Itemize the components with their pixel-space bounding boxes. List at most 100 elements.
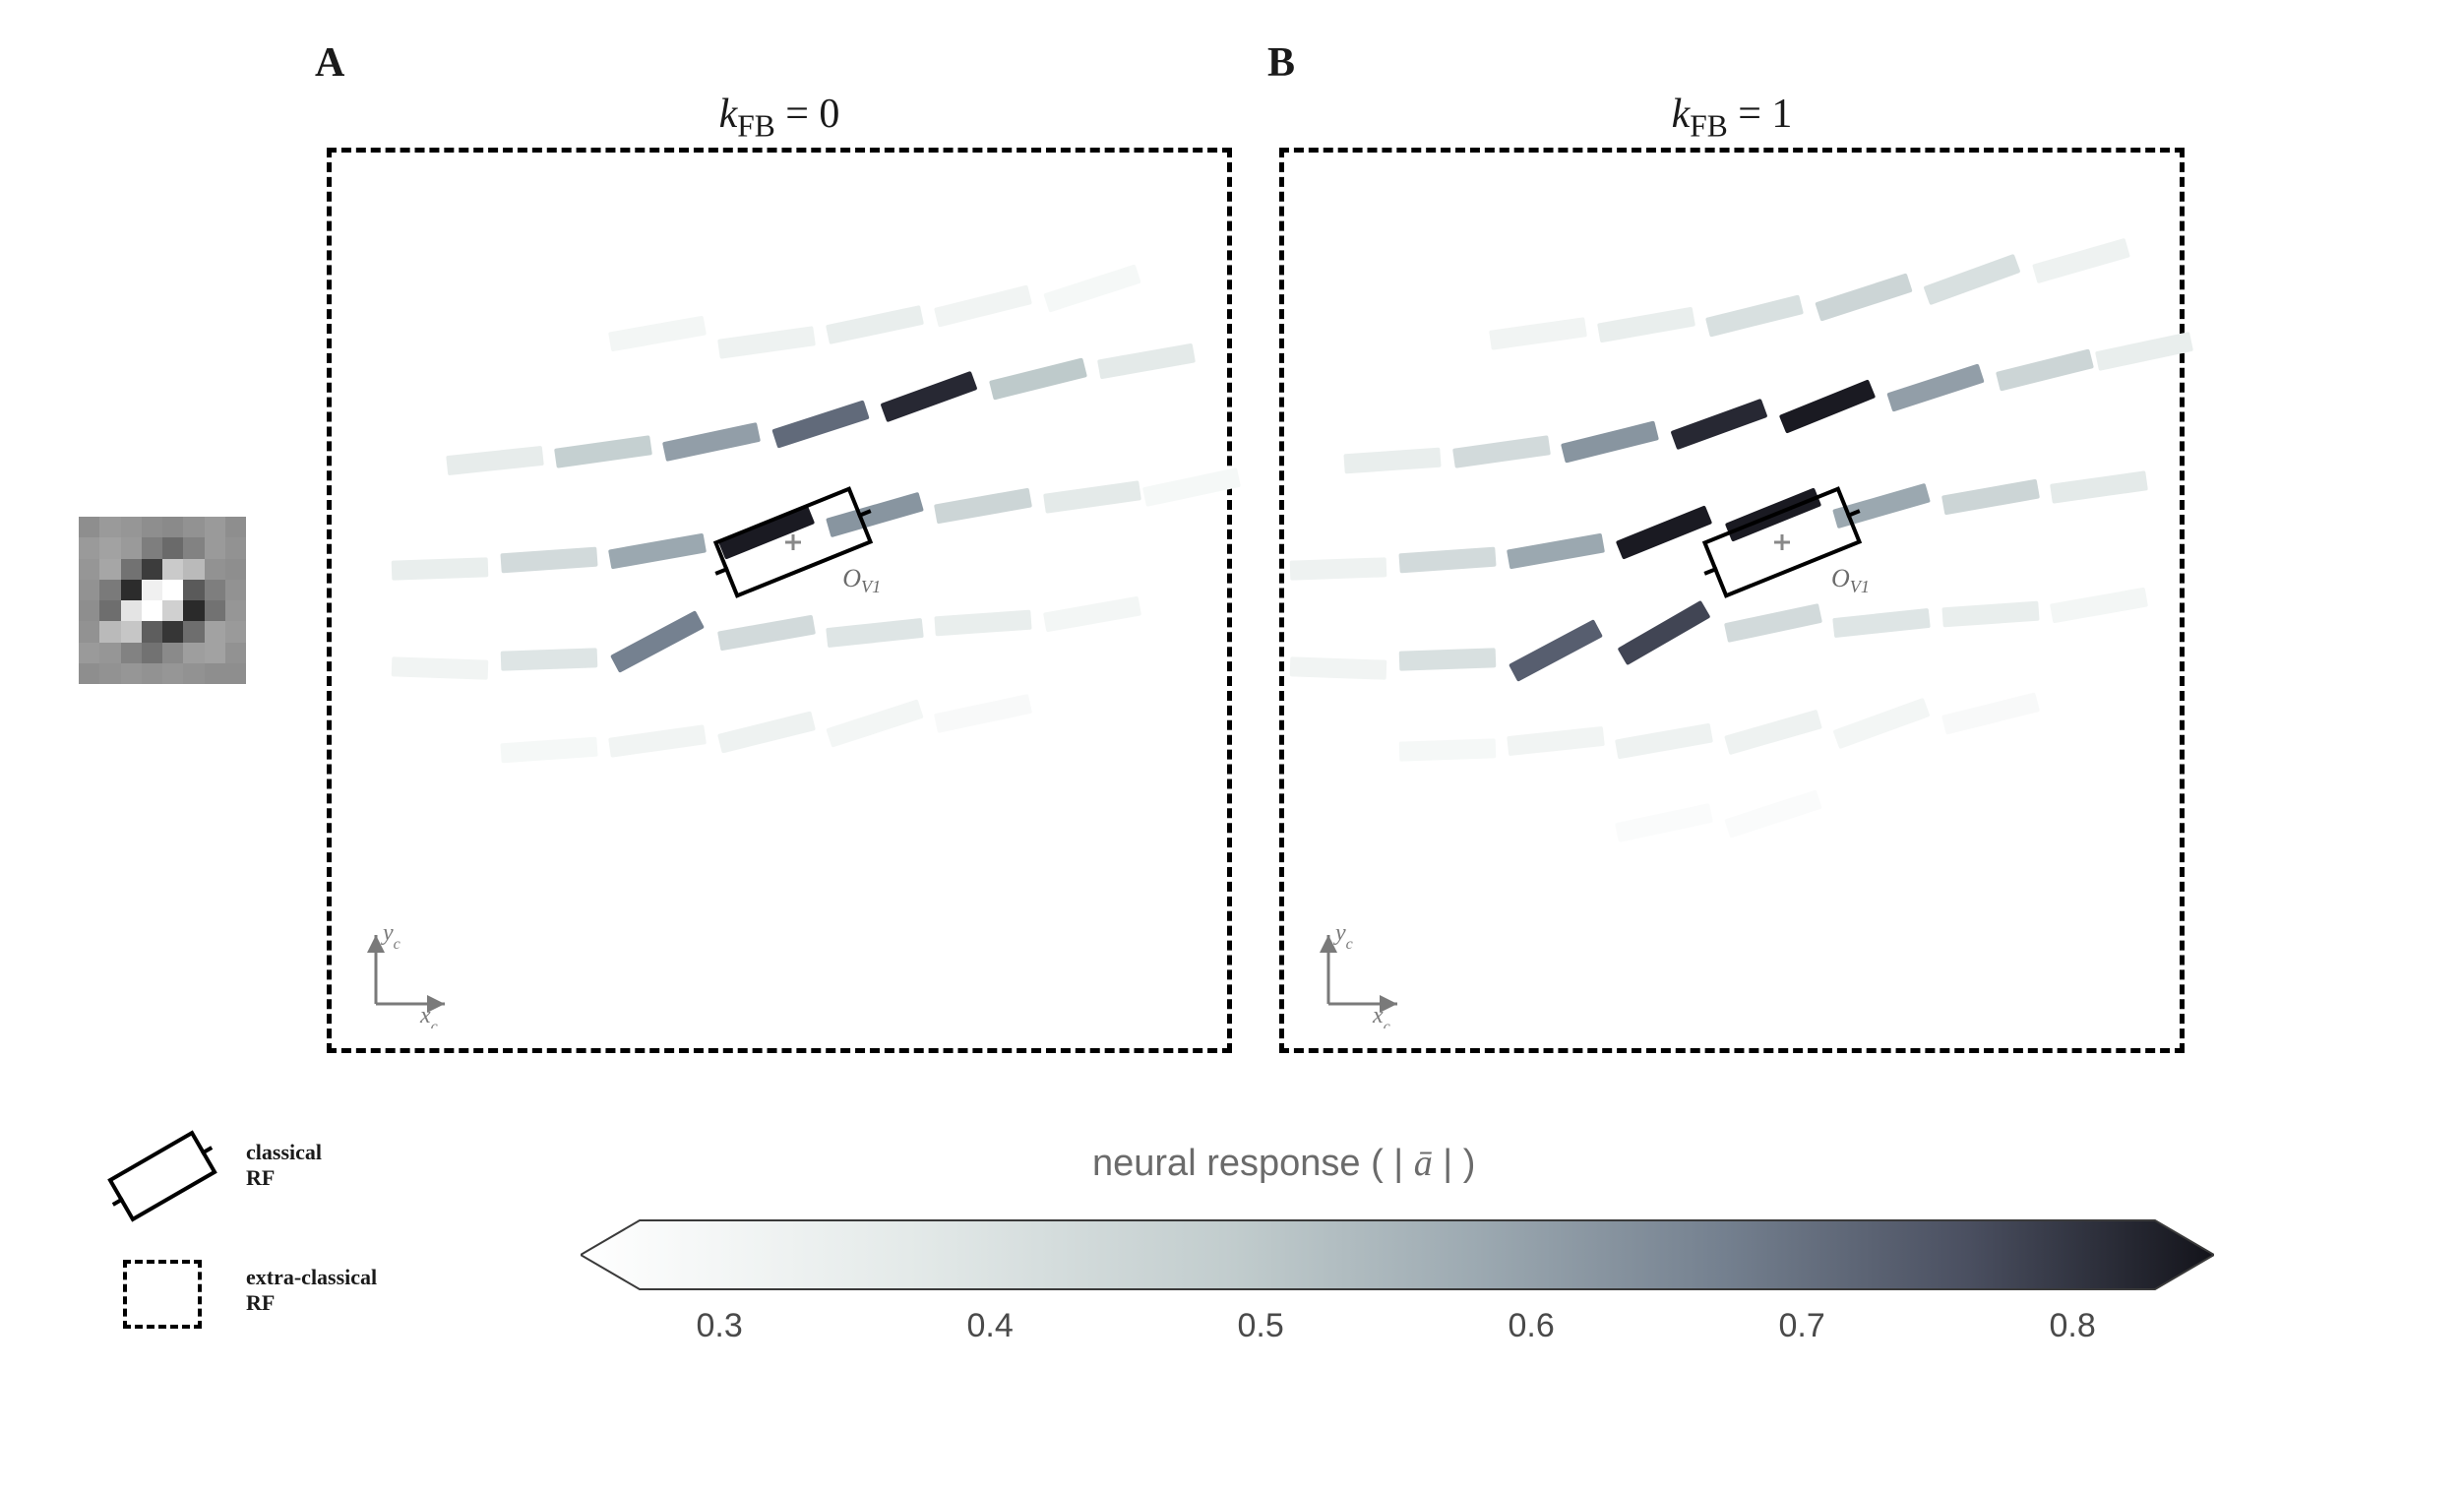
orientation-bar: [554, 435, 652, 467]
orientation-bar: [500, 737, 597, 764]
panel-b-label: B: [1267, 39, 1295, 87]
orientation-bar: [2095, 332, 2193, 371]
orientation-bar: [1615, 723, 1713, 760]
orientation-bar: [1043, 596, 1141, 633]
svg-text:yc: yc: [381, 920, 400, 953]
panel-b-ecrf-box: OV1 yc xc: [1279, 148, 2185, 1053]
orientation-bar: [717, 711, 816, 753]
legend-classical-rf-icon: [107, 1130, 217, 1221]
orientation-bar: [826, 699, 923, 747]
svg-text:yc: yc: [1333, 920, 1353, 953]
panel-a-title-sub: FB: [737, 108, 775, 143]
orientation-bar: [500, 648, 597, 670]
orientation-bar: [608, 532, 707, 569]
svg-text:xc: xc: [1372, 1003, 1390, 1028]
rf-center-label: OV1: [1831, 564, 1870, 597]
orientation-bar: [1489, 317, 1587, 349]
stimulus-thumbnail: [79, 517, 246, 684]
orientation-bar: [1705, 294, 1804, 337]
orientation-bar: [1561, 421, 1659, 464]
orientation-bar: [1724, 710, 1822, 755]
colorbar-tick-label: 0.3: [697, 1307, 743, 1345]
orientation-bar: [1724, 603, 1822, 643]
axis-marker: yc xc: [361, 920, 479, 1028]
colorbar-tick-label: 0.6: [1509, 1307, 1555, 1345]
orientation-bar: [1618, 599, 1711, 664]
panel-a-title: kFB = 0: [632, 91, 927, 144]
orientation-bar: [1670, 399, 1767, 450]
orientation-bar: [826, 305, 924, 344]
legend-classical-rf-text: classical RF: [246, 1140, 322, 1192]
orientation-bar: [1924, 254, 2021, 305]
orientation-bar: [1043, 264, 1140, 312]
orientation-bar: [1452, 435, 1551, 467]
orientation-bar: [1344, 447, 1442, 473]
orientation-bar: [446, 446, 544, 475]
colorbar-title-var: ā: [1414, 1143, 1433, 1184]
colorbar-ticks: 0.3 0.4 0.5 0.6 0.7 0.8: [581, 1307, 2214, 1346]
orientation-bar: [2032, 238, 2130, 283]
panel-a-title-prefix: k: [719, 92, 738, 137]
orientation-bar: [1615, 803, 1713, 842]
orientation-bar: [717, 614, 816, 651]
legend-extra-line1: extra-classical: [246, 1265, 377, 1289]
orientation-bar: [1398, 648, 1496, 670]
orientation-bar: [1097, 342, 1196, 379]
legend-classical-line2: RF: [246, 1165, 275, 1190]
panel-b-title-prefix: k: [1672, 92, 1691, 137]
legend-classical-line1: classical: [246, 1140, 322, 1164]
orientation-bar: [610, 610, 705, 673]
legend-extra-line2: RF: [246, 1290, 275, 1315]
orientation-bar: [1887, 364, 1985, 412]
orientation-bar: [2050, 471, 2148, 504]
orientation-bar: [1507, 532, 1605, 569]
orientation-bar: [1833, 697, 1931, 748]
orientation-bar: [881, 371, 978, 422]
panel-b-title-suffix: = 1: [1728, 92, 1793, 137]
orientation-bar: [934, 487, 1032, 524]
orientation-bar: [1398, 547, 1496, 574]
rf-center-cross-icon: [1774, 534, 1790, 550]
svg-text:xc: xc: [419, 1003, 438, 1028]
orientation-bar: [934, 285, 1032, 328]
orientation-bar: [1941, 601, 2039, 628]
orientation-bar: [1507, 726, 1605, 756]
orientation-bar: [1779, 379, 1876, 433]
orientation-bar: [1815, 274, 1912, 322]
colorbar-tick-label: 0.8: [2050, 1307, 2096, 1345]
orientation-bar: [1142, 467, 1241, 507]
rf-center-cross-icon: [785, 534, 801, 550]
orientation-bar: [989, 357, 1087, 400]
orientation-bar: [935, 610, 1032, 637]
orientation-bar: [1941, 478, 2040, 515]
panel-b-title-sub: FB: [1690, 108, 1728, 143]
orientation-bar: [662, 422, 761, 462]
orientation-bar: [1290, 657, 1387, 680]
colorbar-title: neural response ( | ā | ): [1092, 1142, 1475, 1185]
legend-extra-classical-rf-icon: [123, 1260, 202, 1329]
orientation-bar: [1290, 557, 1387, 580]
orientation-bar: [934, 694, 1032, 733]
orientation-bar: [392, 557, 489, 580]
colorbar-tick-label: 0.7: [1779, 1307, 1825, 1345]
orientation-bar: [717, 326, 816, 358]
colorbar: [581, 1211, 2214, 1299]
colorbar-tick-label: 0.5: [1238, 1307, 1284, 1345]
colorbar-tick-label: 0.4: [967, 1307, 1014, 1345]
orientation-bar: [1941, 693, 2040, 735]
orientation-bar: [1597, 306, 1695, 342]
orientation-bar: [771, 400, 869, 448]
orientation-bar: [608, 724, 707, 757]
orientation-bar: [1043, 480, 1141, 513]
panel-a-title-suffix: = 0: [775, 92, 840, 137]
orientation-bar: [392, 657, 489, 680]
orientation-bar: [1509, 619, 1603, 682]
orientation-bar: [826, 618, 924, 648]
legend-extra-classical-rf-text: extra-classical RF: [246, 1265, 377, 1317]
axis-marker: yc xc: [1314, 920, 1432, 1028]
panel-a-ecrf-box: OV1 yc xc: [327, 148, 1232, 1053]
figure-container: A B kFB = 0 kFB = 1 OV1 yc xc OV1 yc xc …: [30, 30, 2434, 1464]
orientation-bar: [1616, 506, 1712, 560]
orientation-bar: [1724, 789, 1821, 838]
colorbar-title-suffix: | ): [1433, 1143, 1476, 1184]
